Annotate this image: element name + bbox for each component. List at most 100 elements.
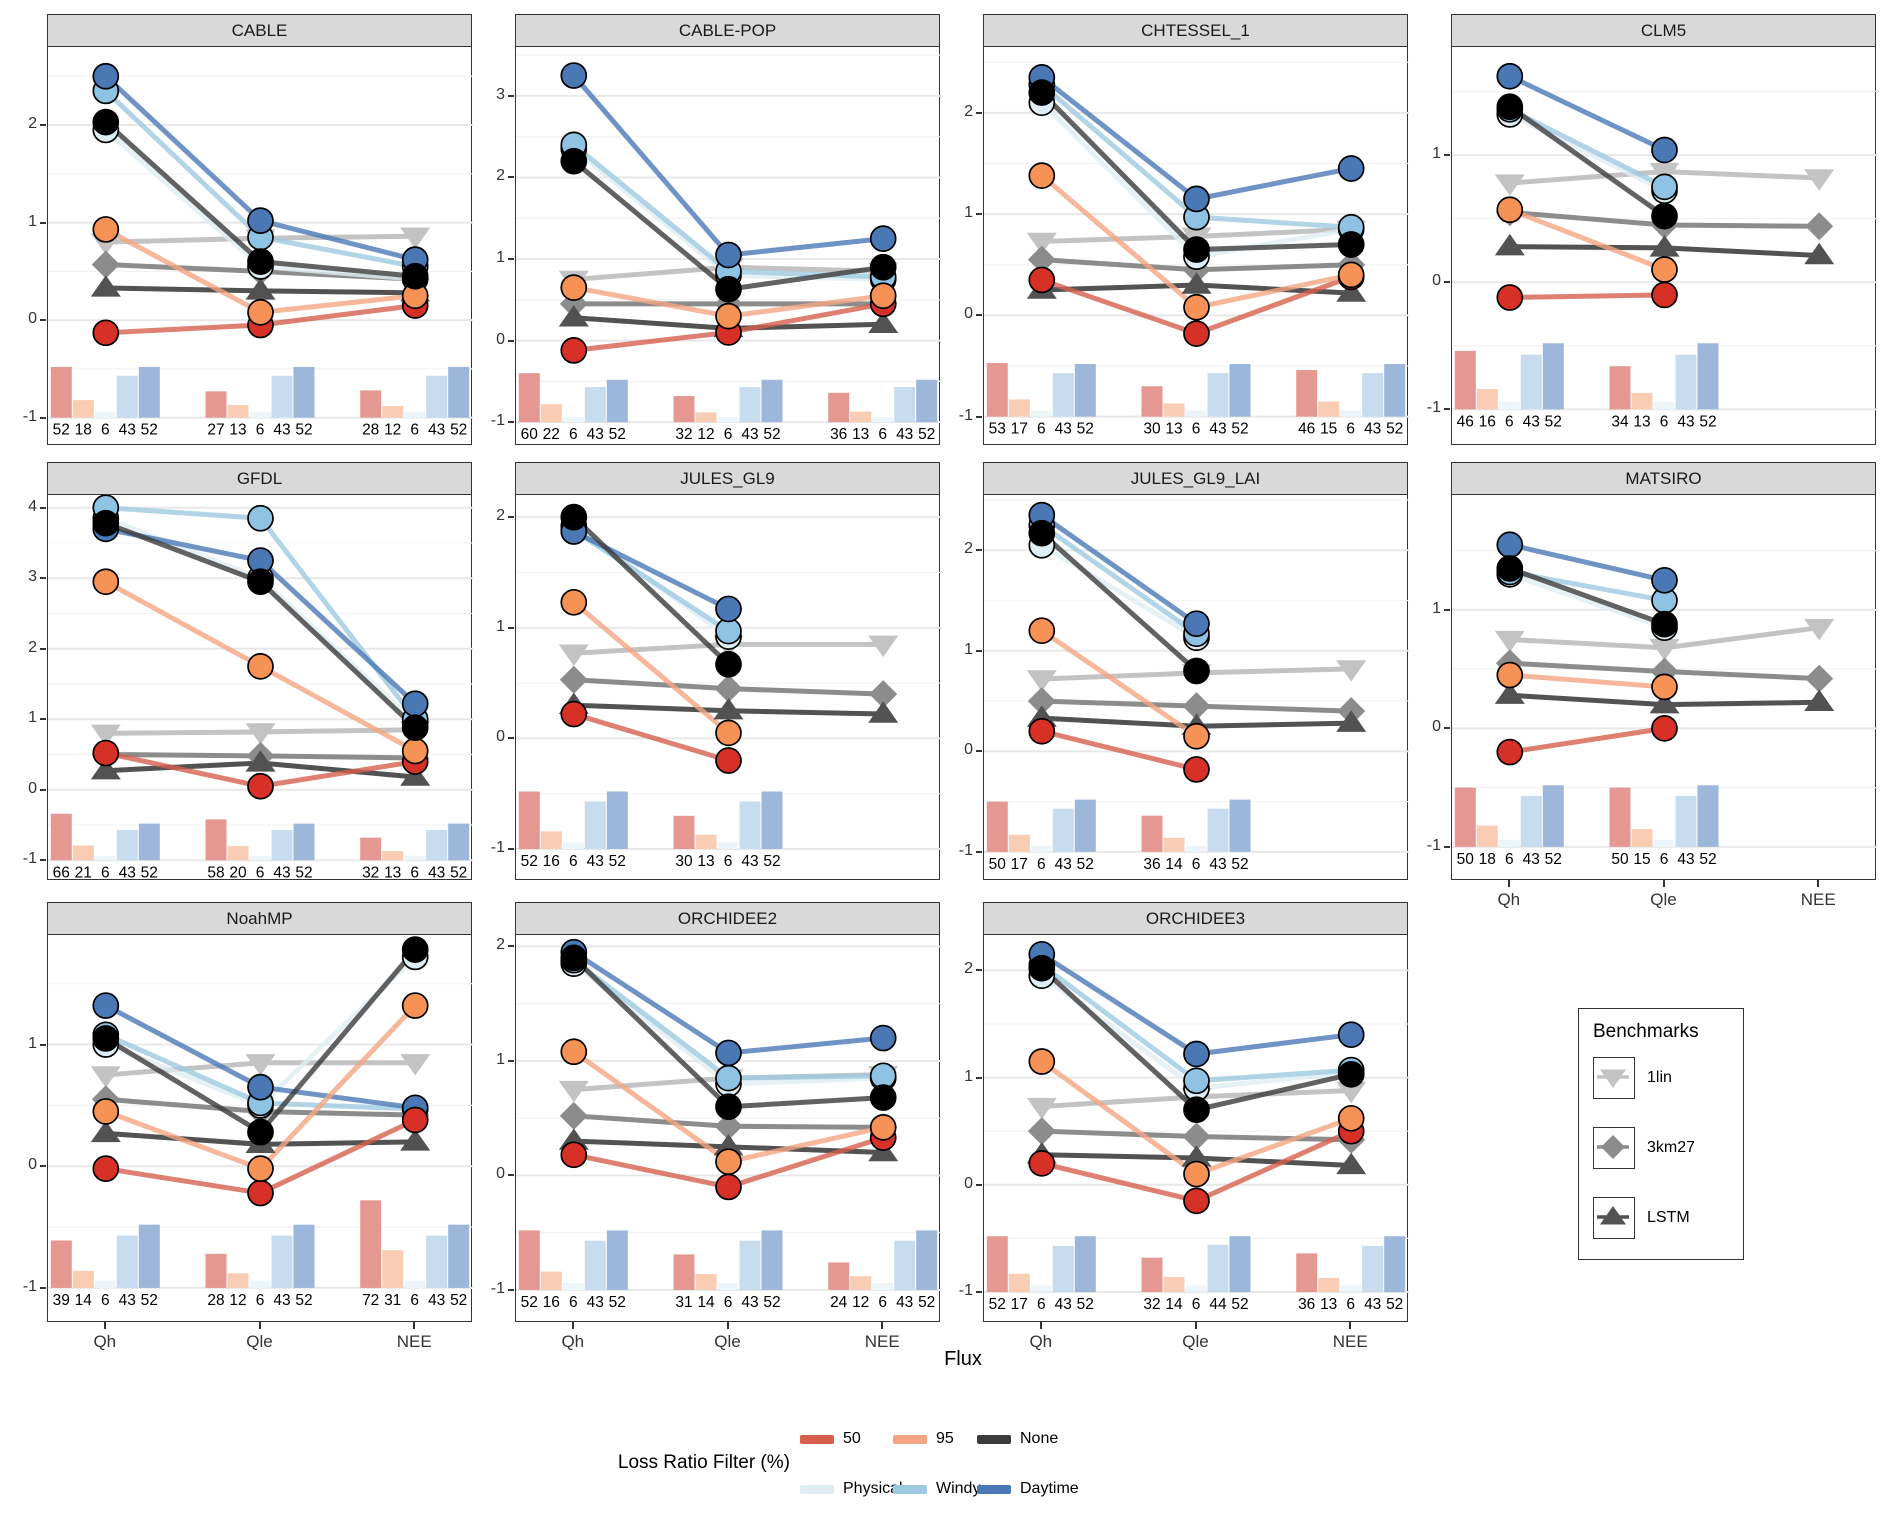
y-tick-mark xyxy=(40,416,46,419)
series-daytime-point xyxy=(1651,136,1678,164)
count-bar xyxy=(1384,1236,1406,1292)
y-tick-mark xyxy=(1444,727,1450,730)
count-label: 52 xyxy=(1386,421,1403,438)
series-95-point xyxy=(247,1155,274,1183)
count-bar xyxy=(673,1254,695,1290)
count-bar xyxy=(717,842,739,850)
y-tick-mark xyxy=(40,1043,46,1046)
count-bar xyxy=(1498,839,1520,847)
series-3km27-point xyxy=(1805,212,1834,241)
count-label: 6 xyxy=(1037,856,1046,873)
count-label: 36 xyxy=(1143,856,1160,873)
y-tick-label: 2 xyxy=(496,167,505,185)
series-95-line xyxy=(572,600,731,735)
loss-legend-item-50: 50 xyxy=(800,1430,861,1448)
facet-svg: 52 16 6 43 52 30 13 6 43 52 xyxy=(516,503,941,870)
count-label: 43 xyxy=(587,1294,604,1311)
x-tick-mark xyxy=(1039,1322,1042,1329)
y-tick-label: -1 xyxy=(1426,836,1441,854)
y-tick-mark xyxy=(976,213,982,216)
series-none-point xyxy=(715,1093,742,1121)
series-95-point xyxy=(560,274,588,301)
count-label: 6 xyxy=(724,426,733,443)
count-bar xyxy=(872,417,894,423)
facet-title: CHTESSEL_1 xyxy=(1141,20,1250,40)
y-tick-label: 2 xyxy=(28,638,37,656)
series-daytime-point xyxy=(560,62,588,89)
series-none-point xyxy=(1028,519,1056,547)
x-tick-label-NEE: NEE xyxy=(396,1332,432,1351)
facet-title: JULES_GL9_LAI xyxy=(1130,468,1261,488)
count-bar xyxy=(1074,363,1096,417)
series-3km27-point xyxy=(714,674,743,703)
series-none-point xyxy=(401,714,429,742)
count-bar xyxy=(518,1230,540,1290)
facet-svg: 50 18 6 43 52 50 15 6 43 52 xyxy=(1452,531,1877,868)
count-bar xyxy=(138,1224,160,1288)
x-tick-label-Qh: Qh xyxy=(1029,1332,1053,1351)
count-bar xyxy=(540,404,562,423)
count-bar xyxy=(249,411,271,418)
legend-key-svg xyxy=(1597,1205,1629,1225)
series-1lin-point xyxy=(1804,169,1835,191)
series-95-point xyxy=(1028,617,1056,645)
facet-plot-CABLE-POP: 60 22 6 43 52 32 12 6 43 52 36 13 6 43 52 xyxy=(515,47,941,445)
series-none-point xyxy=(401,262,429,290)
series-none-line xyxy=(1040,531,1199,673)
Windy-swatch-icon xyxy=(893,1484,927,1494)
series-1lin-point xyxy=(1494,630,1525,653)
y-tick-label: 2 xyxy=(964,540,973,558)
count-bar xyxy=(673,396,695,423)
y-tick-label: 1 xyxy=(964,640,973,658)
series-lstm-point xyxy=(1336,280,1367,302)
y-tick-label: -1 xyxy=(22,1277,37,1295)
series-1lin-point xyxy=(245,723,276,745)
x-tick-label-NEE: NEE xyxy=(864,1332,900,1351)
facet-header-CABLE-POP: CABLE-POP xyxy=(515,14,940,47)
count-label: 6 xyxy=(1346,421,1355,438)
y-tick-mark xyxy=(1444,408,1450,411)
count-label: 43 xyxy=(1677,413,1694,430)
count-bar xyxy=(116,829,138,861)
series-none-point xyxy=(1028,954,1056,982)
y-tick-mark xyxy=(1444,154,1450,157)
x-tick-label-Qle: Qle xyxy=(714,1332,741,1351)
y-tick-label: -1 xyxy=(958,1281,973,1299)
series-50-line xyxy=(1041,728,1198,772)
count-label: 46 xyxy=(1457,413,1474,430)
y-tick-mark xyxy=(976,750,982,753)
series-50-point xyxy=(1028,717,1056,745)
series-1lin-point xyxy=(400,1054,431,1076)
count-bar xyxy=(1697,785,1719,847)
benchmark-legend-label: LSTM xyxy=(1647,1209,1690,1226)
count-bar xyxy=(1520,354,1542,410)
y-tick-mark xyxy=(40,577,46,580)
count-bar xyxy=(94,856,116,861)
count-bar xyxy=(448,823,470,861)
count-bar xyxy=(562,842,584,850)
series-50-point xyxy=(247,1179,274,1207)
count-bar xyxy=(293,1224,315,1288)
count-label: 52 xyxy=(609,426,626,443)
count-label: 27 xyxy=(207,422,224,439)
series-lstm-point xyxy=(558,305,589,327)
x-tick-label-Qh: Qh xyxy=(1497,890,1521,909)
count-bar xyxy=(872,1283,894,1290)
series-1lin-point xyxy=(1026,232,1057,255)
y-tick-label: 3 xyxy=(28,568,37,586)
y-tick-mark xyxy=(40,319,46,322)
count-bar xyxy=(94,411,116,418)
series-lstm-point xyxy=(90,1120,121,1143)
x-axis-title: Flux xyxy=(944,1348,982,1370)
count-label: 20 xyxy=(229,864,247,880)
count-bar xyxy=(360,837,382,861)
series-95-point xyxy=(560,1038,588,1066)
series-windy-line xyxy=(1040,523,1198,636)
facet-svg: 60 22 6 43 52 32 12 6 43 52 36 13 6 43 52 xyxy=(516,54,941,443)
count-label: 52 xyxy=(450,422,467,439)
count-label: 30 xyxy=(675,853,693,870)
count-label: 22 xyxy=(543,426,560,443)
series-daytime-point xyxy=(1183,1040,1210,1068)
count-label: 52 xyxy=(521,1294,538,1311)
y-tick-label: 1 xyxy=(1432,599,1441,617)
